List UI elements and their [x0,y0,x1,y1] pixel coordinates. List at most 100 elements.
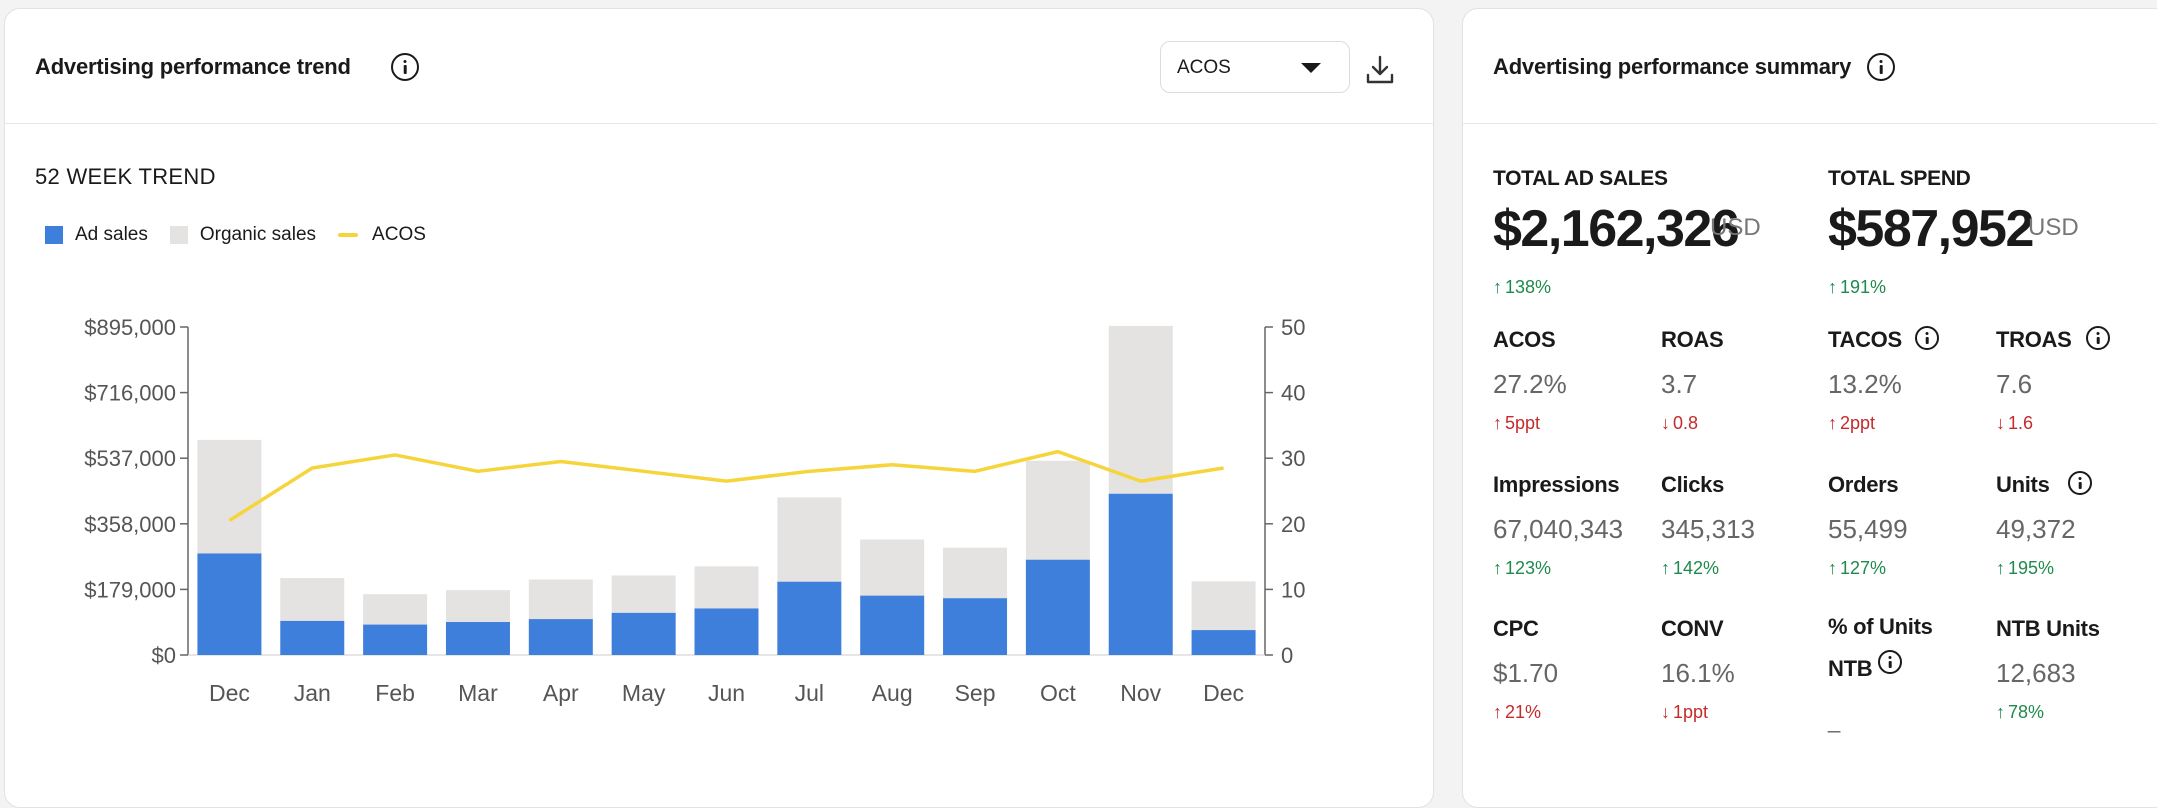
trend-title: Advertising performance trend [35,54,351,80]
y-tick-label-left: $179,000 [84,577,176,602]
metric-label: ROAS [1661,327,1723,353]
metric-delta: ↑142% [1661,558,1719,579]
metric-label-text: Units [1996,472,2050,497]
total-ad-sales-unit: USD [1710,214,1761,242]
bar-organic-sales [1026,461,1090,560]
summary-card: Advertising performance summary TOTAL AD… [1462,8,2157,808]
metric-label: TACOS [1828,327,1902,353]
legend-swatch [170,226,188,244]
y-tick-label-right: 50 [1281,315,1305,340]
metric-label: ACOS [1493,327,1555,353]
arrow-up-icon: ↑ [1828,277,1837,298]
arrow-up-icon: ↑ [1661,558,1670,579]
arrow-up-icon: ↑ [1996,702,2005,723]
bar-organic-sales [446,590,510,622]
metric-label-text: Clicks [1661,472,1724,497]
metric-value: _ [1828,708,1840,734]
bar-ad-sales [943,598,1007,655]
bar-organic-sales [860,540,924,596]
metric-label-text: TACOS [1828,327,1902,352]
bar-ad-sales [695,608,759,655]
trend-chart: $0$179,000$358,000$537,000$716,000$895,0… [5,289,1435,729]
metric-label: % of Units NTB [1828,606,1968,690]
arrow-down-icon: ↓ [1996,413,2005,434]
metric-value: $1.70 [1493,658,1558,689]
delta-value: 5ppt [1505,413,1540,433]
metric-label-text: Impressions [1493,472,1619,497]
arrow-up-icon: ↑ [1996,558,2005,579]
chart-legend: Ad sales Organic sales ACOS [45,224,448,246]
metric-delta: ↓1ppt [1661,702,1708,723]
bar-ad-sales [363,625,427,655]
metric-value: 13.2% [1828,369,1902,400]
bar-ad-sales [1109,494,1173,655]
metric-label: TROAS [1996,327,2072,353]
y-tick-label-left: $716,000 [84,381,176,406]
metric-label: CPC [1493,616,1539,642]
bar-ad-sales [612,613,676,655]
metric-value: 27.2% [1493,369,1567,400]
delta-value: 195% [2008,558,2054,578]
metric-delta: ↑5ppt [1493,413,1540,434]
bar-organic-sales [1109,326,1173,494]
metric-delta: ↑123% [1493,558,1551,579]
summary-title: Advertising performance summary [1493,54,1851,80]
metric-delta: ↑127% [1828,558,1886,579]
metric-value: 55,499 [1828,514,1908,545]
arrow-down-icon: ↓ [1661,413,1670,434]
trend-card: Advertising performance trend ACOS 52 WE… [4,8,1434,808]
total-ad-sales-value: $2,162,326 [1493,199,1738,259]
legend-swatch [338,233,358,237]
x-tick-label: Oct [1040,680,1076,706]
metric-value: 67,040,343 [1493,514,1623,545]
bar-organic-sales [695,566,759,608]
arrow-up-icon: ↑ [1828,413,1837,434]
y-tick-label-right: 0 [1281,643,1293,668]
info-icon[interactable] [391,53,419,81]
y-tick-label-left: $0 [152,643,176,668]
delta-value: 0.8 [1673,413,1698,433]
metric-dropdown[interactable]: ACOS [1160,41,1350,93]
bar-ad-sales [860,596,924,655]
x-tick-label: Dec [1203,680,1244,706]
delta-value: 2ppt [1840,413,1875,433]
total-ad-sales-label: TOTAL AD SALES [1493,167,1668,191]
info-icon[interactable] [1915,326,1939,350]
metric-delta: ↓0.8 [1661,413,1698,434]
delta-value: 142% [1673,558,1719,578]
delta-value: 191% [1840,277,1886,297]
arrow-up-icon: ↑ [1493,558,1502,579]
metric-label: Orders [1828,472,1898,498]
bar-organic-sales [197,440,261,554]
y-tick-label-right: 30 [1281,446,1305,471]
bar-ad-sales [1192,630,1256,655]
info-icon[interactable] [2068,471,2092,495]
metric-value: 345,313 [1661,514,1755,545]
x-tick-label: Aug [872,680,913,706]
y-tick-label-right: 40 [1281,381,1305,406]
metric-label-text: NTB Units [1996,616,2100,641]
x-tick-label: May [622,680,666,706]
metric-label-text: ACOS [1493,327,1555,352]
y-tick-label-right: 20 [1281,512,1305,537]
metric-label: NTB Units [1996,616,2100,642]
delta-value: 78% [2008,702,2044,722]
bar-organic-sales [777,497,841,581]
info-icon[interactable] [2086,326,2110,350]
y-tick-label-left: $358,000 [84,512,176,537]
info-icon[interactable] [1867,53,1895,81]
legend-item-organic-sales: Organic sales [170,224,316,246]
total-spend-delta: ↑191% [1828,277,1886,298]
metric-label-text: ROAS [1661,327,1723,352]
info-icon[interactable] [1878,650,1902,674]
legend-label: ACOS [372,224,426,246]
download-icon[interactable] [1363,53,1397,87]
bar-organic-sales [612,575,676,612]
delta-value: 138% [1505,277,1551,297]
bar-organic-sales [363,594,427,624]
legend-label: Organic sales [200,224,316,246]
metric-label: Impressions [1493,472,1619,498]
arrow-up-icon: ↑ [1828,558,1837,579]
x-tick-label: Dec [209,680,250,706]
x-tick-label: Mar [458,680,498,706]
